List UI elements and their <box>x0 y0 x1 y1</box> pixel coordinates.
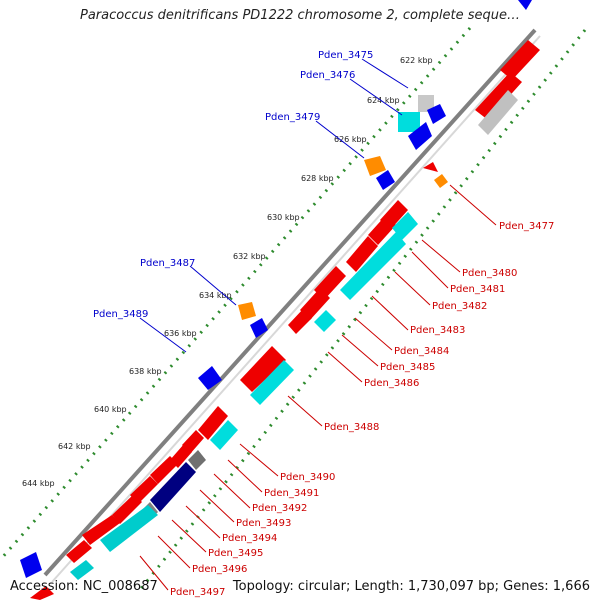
gene-arrow <box>427 104 446 124</box>
gene-label[interactable]: Pden_3496 <box>192 564 247 575</box>
gene-arrow <box>250 318 268 338</box>
outer-tick-ring <box>0 27 472 561</box>
scale-labels: 622 kbp 624 kbp 626 kbp 628 kbp 630 kbp … <box>22 56 433 488</box>
gene-arrow <box>150 456 178 484</box>
gene-block <box>392 212 418 240</box>
gene-label[interactable]: Pden_3481 <box>450 284 505 295</box>
gene-arrow <box>82 515 120 545</box>
gene-label[interactable]: Pden_3491 <box>264 488 319 499</box>
backbone-inner <box>51 35 541 583</box>
scale-label: 624 kbp <box>367 96 400 105</box>
scale-label: 622 kbp <box>400 56 433 65</box>
gene-block <box>250 360 294 405</box>
scale-label: 628 kbp <box>301 174 334 183</box>
gene-arrow <box>198 366 222 390</box>
scale-label: 632 kbp <box>233 252 266 261</box>
gene-label[interactable]: Pden_3495 <box>208 548 263 559</box>
gene-block <box>434 174 448 188</box>
gene-arrow <box>112 494 142 524</box>
gene-label[interactable]: Pden_3489 <box>93 309 148 320</box>
gene-arrow <box>300 288 330 320</box>
gene-label[interactable]: Pden_3492 <box>252 503 307 514</box>
gene-label[interactable]: Pden_3493 <box>236 518 291 529</box>
scale-label: 634 kbp <box>199 291 232 300</box>
scale-label: 626 kbp <box>334 135 367 144</box>
gene-block <box>314 310 336 332</box>
gene-arrow <box>408 122 432 150</box>
scale-label: 640 kbp <box>94 405 127 414</box>
gene-label[interactable]: Pden_3476 <box>300 70 355 81</box>
gene-arrow <box>346 236 378 272</box>
scale-label: 642 kbp <box>58 442 91 451</box>
scale-label: 630 kbp <box>267 213 300 222</box>
gene-arrow <box>368 215 396 245</box>
gene-arrow <box>66 540 92 563</box>
gene-block <box>188 450 206 470</box>
gene-label[interactable]: Pden_3488 <box>324 422 379 433</box>
topology-text: Topology: circular; Length: 1,730,097 bp… <box>232 579 590 594</box>
scale-label: 638 kbp <box>129 367 162 376</box>
gene-block <box>398 112 420 132</box>
gene-arrow <box>500 40 540 80</box>
reverse-strand-features <box>20 0 532 578</box>
gene-label[interactable]: Pden_3475 <box>318 50 373 61</box>
gene-label[interactable]: Pden_3494 <box>222 533 277 544</box>
gene-block <box>340 232 406 300</box>
forward-strand-features <box>30 40 540 600</box>
gene-label[interactable]: Pden_3483 <box>410 325 465 336</box>
gene-label[interactable]: Pden_3497 <box>170 587 225 598</box>
gene-arrow <box>288 308 312 334</box>
gene-block <box>238 302 256 320</box>
right-labels: Pden_3477 Pden_3480 Pden_3481 Pden_3482 … <box>170 221 554 598</box>
map-title: Paracoccus denitrificans PD1222 chromoso… <box>79 8 520 23</box>
gene-arrow <box>30 586 54 600</box>
gene-arrow <box>20 552 42 578</box>
gene-label[interactable]: Pden_3482 <box>432 301 487 312</box>
gene-label[interactable]: Pden_3485 <box>380 362 435 373</box>
gene-block <box>478 90 518 135</box>
gene-arrow <box>518 0 532 10</box>
scale-label: 636 kbp <box>164 329 197 338</box>
scale-label: 644 kbp <box>22 479 55 488</box>
gene-arrow <box>423 162 438 172</box>
gene-block <box>150 462 196 512</box>
gene-block <box>364 156 386 176</box>
gene-arrow <box>198 406 228 440</box>
gene-block <box>418 95 434 112</box>
gene-arrow <box>240 346 286 392</box>
gene-label[interactable]: Pden_3477 <box>499 221 554 232</box>
gene-block <box>100 505 158 552</box>
gene-block <box>70 560 94 580</box>
gene-label[interactable]: Pden_3486 <box>364 378 419 389</box>
left-label-leaders <box>139 58 409 353</box>
accession-text: Accession: NC_008687 <box>10 579 158 594</box>
gene-label[interactable]: Pden_3490 <box>280 472 335 483</box>
inner-tick-ring <box>138 29 587 591</box>
gene-arrow <box>475 72 522 120</box>
gene-label[interactable]: Pden_3479 <box>265 112 320 123</box>
gene-block <box>210 420 238 450</box>
gene-label[interactable]: Pden_3487 <box>140 258 195 269</box>
gene-label[interactable]: Pden_3480 <box>462 268 517 279</box>
gene-arrow <box>376 170 395 190</box>
right-label-leaders <box>139 184 497 591</box>
backbone-outer <box>43 28 537 577</box>
gene-label[interactable]: Pden_3484 <box>394 346 449 357</box>
left-labels: Pden_3475 Pden_3476 Pden_3479 Pden_3487 … <box>93 50 373 320</box>
